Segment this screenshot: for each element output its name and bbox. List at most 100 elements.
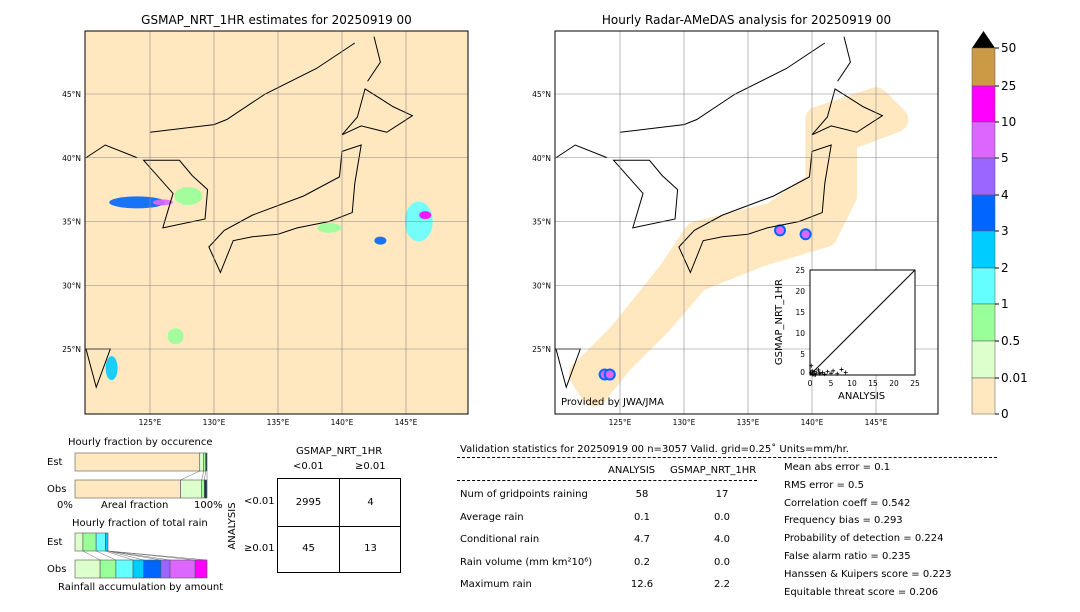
- rain-area: [109, 196, 166, 209]
- scatter-ytick: 10: [795, 329, 805, 338]
- stat-label: Conditional rain: [460, 534, 540, 545]
- analysis-coverage: [568, 87, 909, 407]
- connector-line: [82, 550, 101, 561]
- occurrence-obs-segment: [180, 479, 203, 499]
- colorbar-label: 0.01: [1001, 371, 1028, 385]
- rain-obs-segment: [143, 559, 162, 579]
- colorbar-label: 0.5: [1001, 334, 1020, 348]
- contingency-title: GSMAP_NRT_1HR: [296, 446, 383, 457]
- rain-est-segment: [82, 532, 97, 552]
- occurrence-title: Hourly fraction by occurence: [68, 437, 213, 448]
- rain-area: [374, 236, 387, 245]
- scatter-point: [843, 370, 848, 375]
- connector-line: [180, 470, 200, 481]
- rain-xlabel: Rainfall accumulation by amount: [58, 582, 224, 593]
- lon-tick-label: 125°E: [609, 418, 632, 427]
- rain-obs-segment: [132, 559, 144, 579]
- lon-tick-label: 140°E: [801, 418, 824, 427]
- rain-cell: [774, 224, 786, 237]
- rain-est-segment: [105, 532, 109, 552]
- score-line: False alarm ratio = 0.235: [784, 551, 911, 562]
- scatter-xtick: 25: [910, 379, 920, 388]
- xtick-0: 0%: [57, 500, 73, 511]
- colorbar-label: 1: [1001, 297, 1009, 311]
- lon-tick-label: 130°E: [203, 418, 226, 427]
- rain-obs-segment: [74, 559, 101, 579]
- cell-hit: 13: [364, 543, 377, 554]
- stat-a: 12.6: [630, 579, 654, 590]
- lon-tick-label: 145°E: [865, 418, 888, 427]
- stat-a: 0.2: [634, 556, 650, 568]
- est-label: Est: [47, 457, 63, 468]
- col-header-lt: <0.01: [293, 461, 324, 472]
- scatter-point: [835, 371, 840, 376]
- rain-area: [174, 187, 203, 205]
- colorbar-segment: [971, 85, 996, 123]
- left-map: 125°E 130°E 135°E 140°E 145°E 45°N 40°N 35°N 30°…: [62, 30, 469, 427]
- stat-a: 0.1: [634, 511, 650, 523]
- col-header-ge: ≥0.01: [355, 461, 386, 472]
- lat-tick-label: 30°N: [62, 281, 81, 290]
- rain-area: [105, 356, 118, 381]
- colorbar-label: 4: [1001, 188, 1009, 202]
- left-map-title: GSMAP_NRT_1HR estimates for 20250919 00: [141, 13, 412, 27]
- stat-g: 0.0: [714, 556, 730, 568]
- scatter-ytick: 5: [800, 350, 805, 359]
- stat-label: Average rain: [460, 511, 524, 523]
- map-background: [85, 31, 468, 414]
- contingency-table: 2995 4 45 13: [277, 478, 401, 573]
- score-line: RMS error = 0.5: [784, 479, 864, 491]
- lat-tick-label: 45°N: [62, 90, 81, 99]
- lon-tick-label: 140°E: [331, 418, 354, 427]
- colorbar-segment: [971, 230, 996, 269]
- score-line: Equitable threat score = 0.206: [784, 586, 939, 598]
- col-analysis: ANALYSIS: [608, 465, 656, 476]
- coastline: [85, 88, 414, 389]
- scatter-point: [816, 367, 821, 372]
- colorbar-label: 5: [1001, 151, 1009, 165]
- stat-a: 58: [635, 489, 649, 500]
- connector-line: [204, 470, 206, 481]
- stat-label: Maximum rain: [460, 579, 532, 590]
- rain-title: Hourly fraction of total rain: [72, 518, 208, 529]
- scatter-inset: 00 5 5 10 10 15 15 20 20 25 25: [795, 266, 920, 388]
- scatter-point: [829, 371, 833, 376]
- occurrence-xlabel: Areal fraction: [101, 500, 169, 511]
- lat-tick-label: 25°N: [532, 345, 551, 354]
- scatter-point: [822, 372, 827, 377]
- scatter-point: [820, 370, 825, 375]
- colorbar-segment: [971, 377, 996, 415]
- stat-a: 4.7: [634, 534, 650, 545]
- occurrence-est-segment: [74, 452, 201, 472]
- colorbar-segment: [971, 303, 996, 342]
- connector-line: [201, 470, 204, 481]
- col-gsmap: GSMAP_NRT_1HR: [670, 465, 757, 476]
- row-label-analysis: ANALYSIS: [227, 502, 238, 550]
- occurrence-obs-segment: [201, 479, 205, 499]
- scatter-xtick: 20: [889, 379, 899, 388]
- colorbar-segment: [971, 47, 996, 87]
- diagonal-line: [809, 269, 916, 376]
- rain-cell: [799, 228, 812, 241]
- rain-obs-segment: [99, 559, 117, 579]
- lon-tick-label: 145°E: [395, 418, 418, 427]
- est-label-2: Est: [47, 537, 63, 548]
- colorbar-segment: [971, 194, 996, 232]
- cell-miss: 45: [302, 543, 315, 554]
- stats-header: Validation statistics for 20250919 00 n=…: [460, 444, 849, 455]
- scatter-point: [825, 369, 830, 374]
- scatter-ytick: 0: [800, 368, 805, 377]
- connector-line: [107, 550, 208, 561]
- occurrence-est-segment: [199, 452, 205, 472]
- cell-false-alarm: 4: [367, 497, 374, 508]
- score-line: Mean abs error = 0.1: [784, 462, 891, 473]
- scatter-point: [818, 371, 823, 376]
- map-frame: [84, 30, 469, 415]
- scatter-point: [808, 370, 813, 375]
- scatter-point: [839, 367, 844, 372]
- rain-obs-segment: [169, 559, 196, 579]
- scatter-point: [810, 372, 815, 377]
- fraction-bars: [74, 452, 208, 579]
- stat-g: 2.2: [714, 579, 730, 590]
- maps-svg: 125°E 130°E 135°E 140°E 145°E 45°N 40°N 35°N 30°…: [62, 30, 1028, 427]
